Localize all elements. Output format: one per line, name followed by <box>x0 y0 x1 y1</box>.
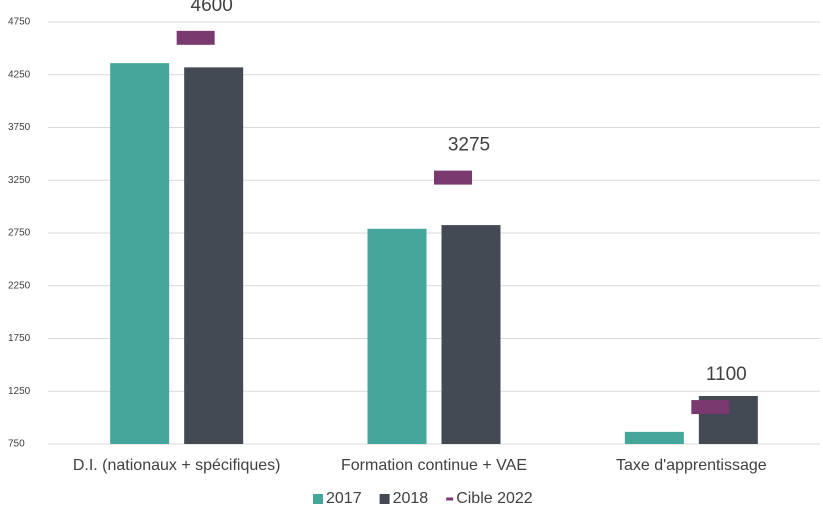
y-tick-label: 4250 <box>8 69 31 80</box>
bar <box>110 63 170 445</box>
y-tick-label: 750 <box>8 439 25 450</box>
target-marker <box>176 30 215 45</box>
legend-swatch <box>313 494 323 504</box>
legend-label: Cible 2022 <box>456 490 533 507</box>
legend-label: 2018 <box>393 490 429 507</box>
value-label: 4600 <box>191 0 233 16</box>
bar <box>367 228 427 444</box>
y-tick-label: 3750 <box>8 122 31 133</box>
x-tick-label: Formation continue + VAE <box>341 457 527 474</box>
bar <box>184 67 244 445</box>
value-label: 3275 <box>448 135 490 156</box>
bar <box>441 225 501 444</box>
y-tick-label: 3250 <box>8 175 31 186</box>
target-marker <box>691 400 730 415</box>
target-marker <box>434 170 472 185</box>
x-tick-label: D.I. (nationaux + spécifiques) <box>73 457 281 474</box>
y-tick-label: 2250 <box>8 280 31 291</box>
legend-swatch <box>379 494 390 504</box>
y-tick-label: 1250 <box>8 386 31 397</box>
y-tick-label: 4750 <box>8 17 31 28</box>
legend-swatch <box>446 497 454 501</box>
y-tick-label: 1750 <box>8 333 31 344</box>
x-tick-label: Taxe d'apprentissage <box>616 457 767 474</box>
legend-label: 2017 <box>326 490 362 507</box>
y-tick-label: 2750 <box>8 228 31 239</box>
value-label: 1100 <box>706 364 747 385</box>
bar <box>624 431 684 444</box>
